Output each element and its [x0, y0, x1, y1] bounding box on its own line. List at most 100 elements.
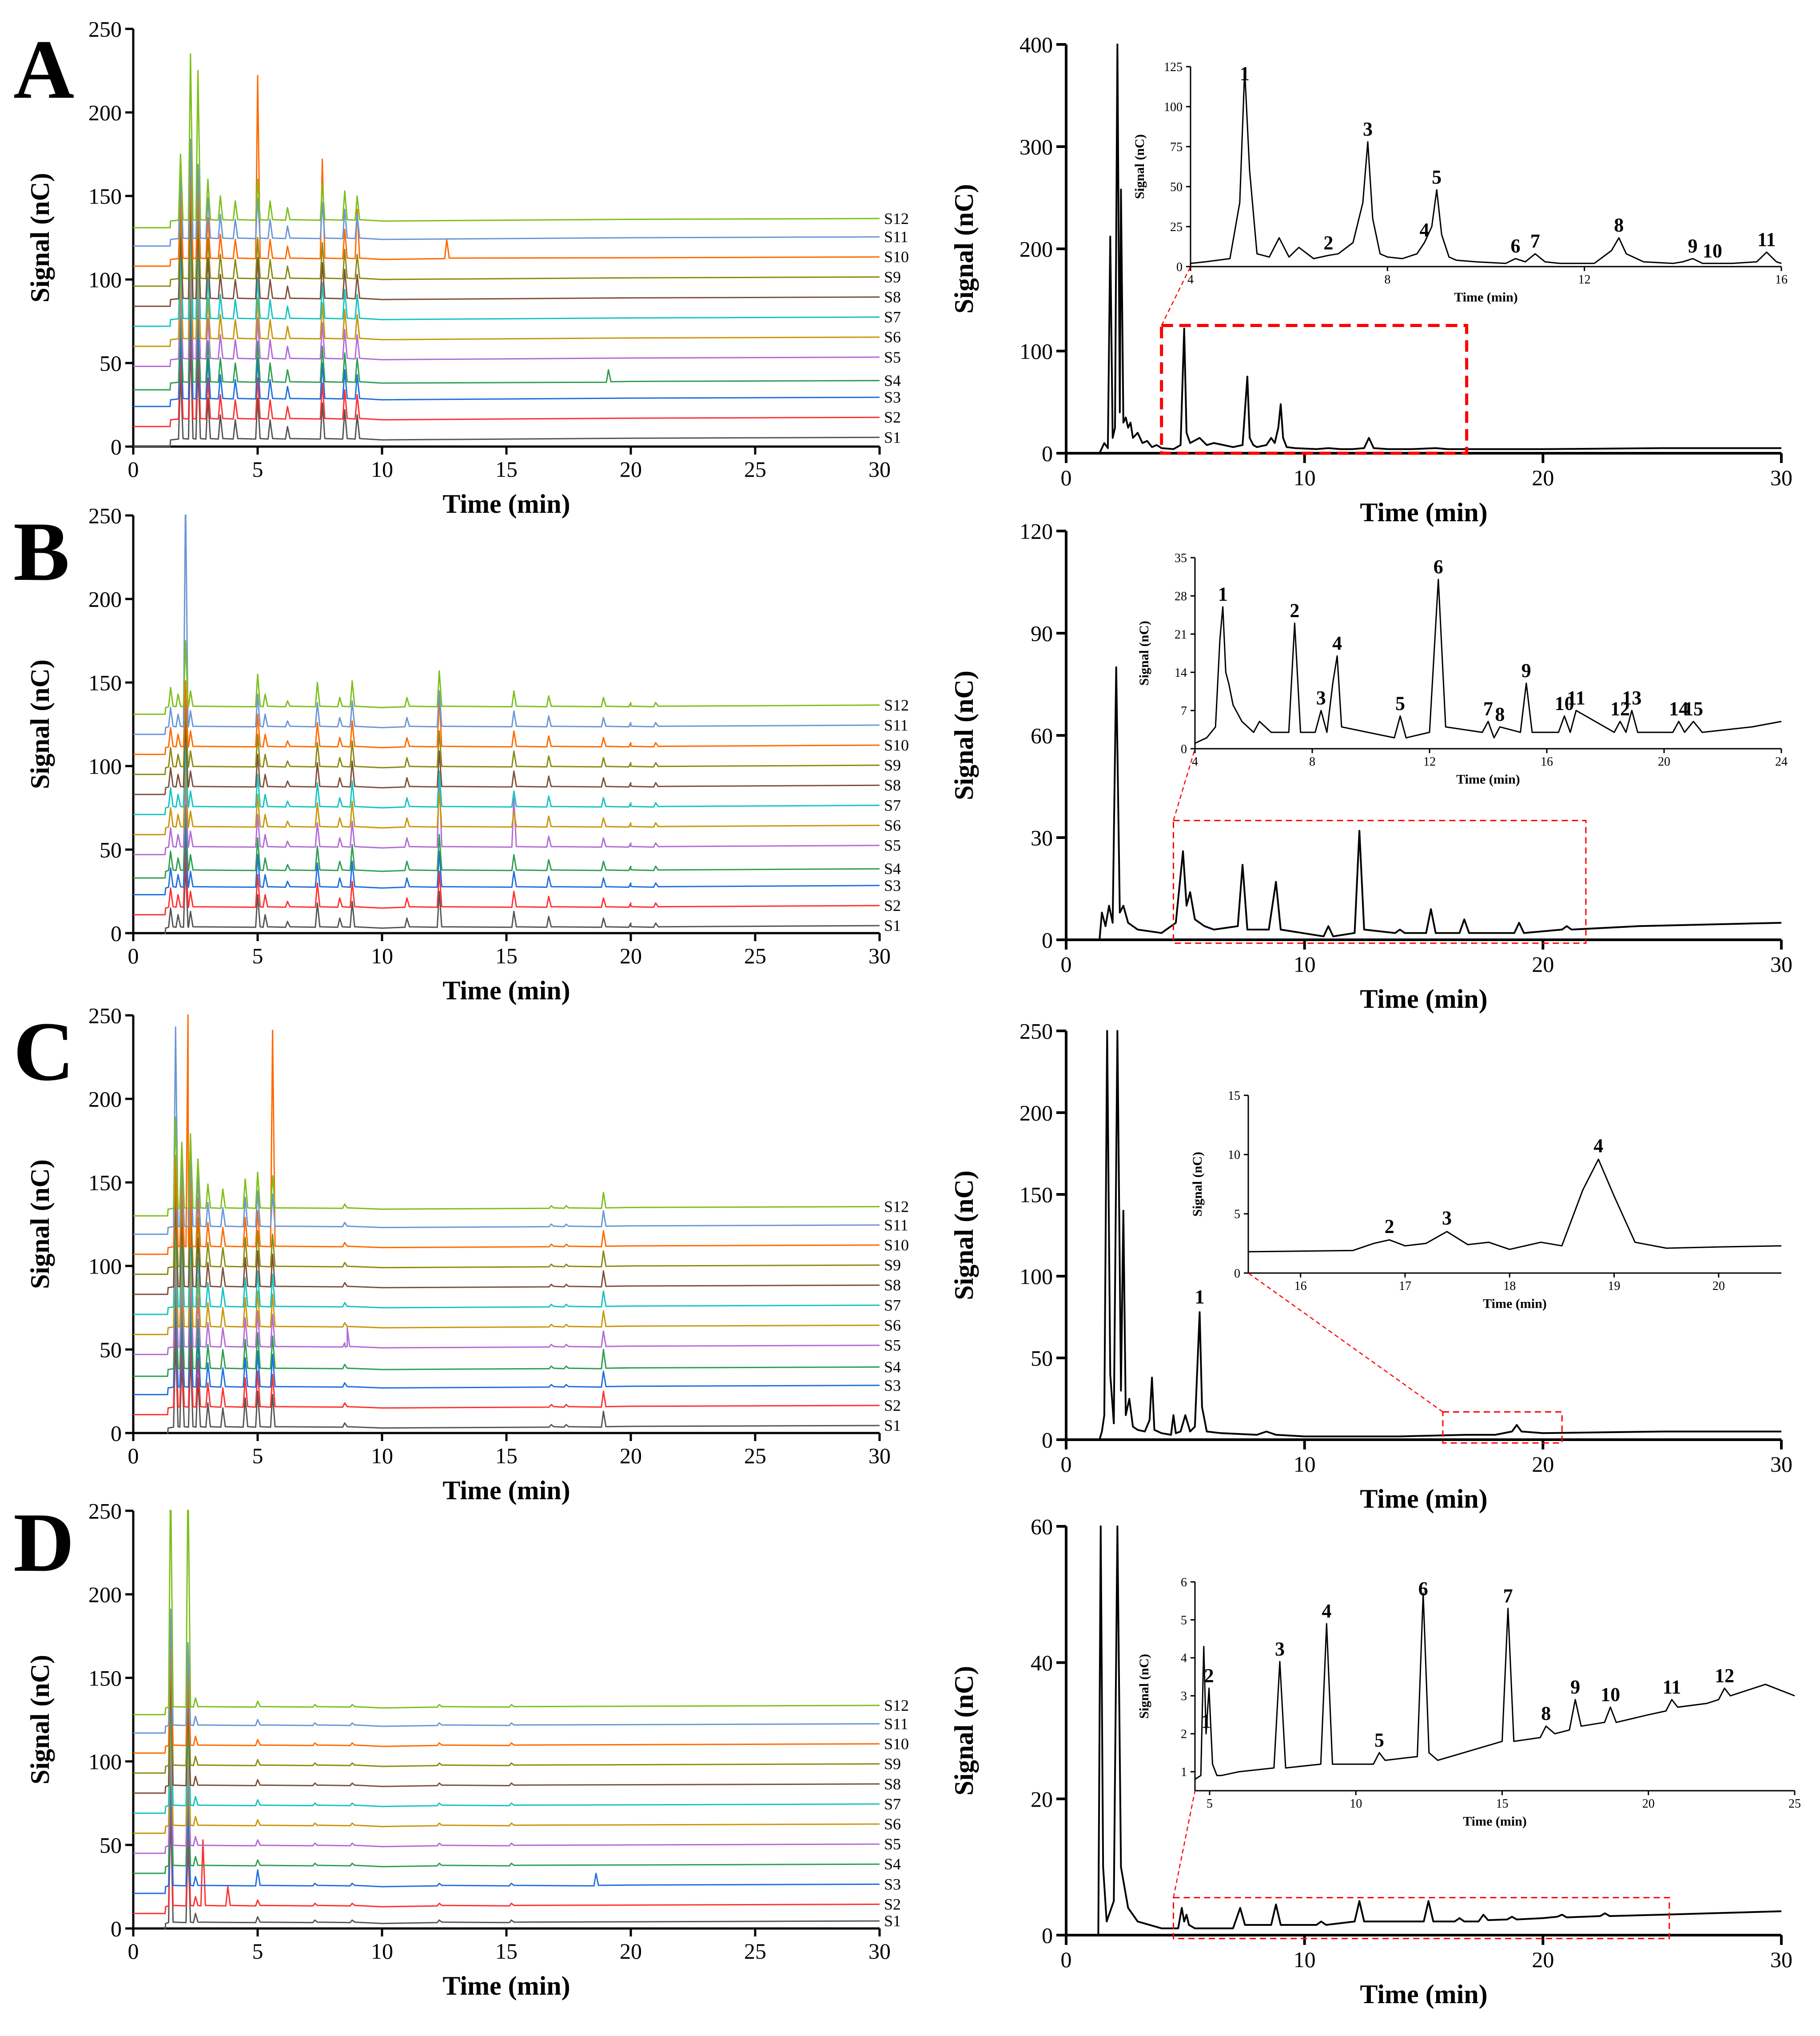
- peak-label-11: 11: [1757, 229, 1776, 251]
- sample-label-s11: S11: [884, 1715, 908, 1733]
- y-axis-title: Signal (nC): [1137, 1654, 1151, 1719]
- peak-label-14: 14: [1669, 698, 1689, 720]
- y-tick-label: 6: [1181, 1576, 1187, 1589]
- x-tick-label: 20: [620, 1443, 642, 1468]
- x-tick-label: 0: [1061, 1947, 1072, 1972]
- sample-label-s6: S6: [884, 816, 901, 834]
- peak-label-10: 10: [1601, 1684, 1620, 1705]
- sample-label-s2: S2: [884, 897, 901, 914]
- y-tick-label: 200: [1020, 237, 1053, 262]
- x-tick-label: 0: [128, 943, 139, 968]
- peak-label-4: 4: [1322, 1600, 1331, 1622]
- x-tick-label: 25: [744, 943, 766, 968]
- sample-label-s11: S11: [884, 716, 908, 734]
- y-tick-label: 5: [1234, 1207, 1240, 1221]
- y-tick-label: 21: [1175, 628, 1187, 642]
- peak-label-3: 3: [1316, 687, 1326, 709]
- x-tick-label: 0: [128, 1939, 139, 1964]
- y-tick-label: 75: [1170, 140, 1183, 154]
- sample-label-s2: S2: [884, 1397, 901, 1414]
- x-tick-label: 4: [1187, 273, 1194, 287]
- y-tick-label: 300: [1020, 135, 1053, 160]
- y-tick-label: 100: [88, 754, 122, 779]
- peak-label-12: 12: [1715, 1665, 1734, 1686]
- x-tick-label: 20: [1658, 755, 1670, 769]
- overlay-line-s9: [133, 1649, 880, 1774]
- peak-label-9: 9: [1570, 1676, 1580, 1698]
- sample-label-s8: S8: [884, 1775, 901, 1793]
- peak-label-7: 7: [1503, 1585, 1513, 1607]
- overlay-line-s4: [133, 804, 880, 879]
- y-tick-label: 200: [88, 100, 122, 125]
- y-tick-label: 20: [1031, 1787, 1053, 1812]
- y-tick-label: 0: [1181, 743, 1187, 756]
- peak-label-6: 6: [1511, 235, 1521, 257]
- overlay-line-s11: [133, 515, 880, 735]
- x-tick-label: 24: [1775, 755, 1788, 769]
- panel-letter-b: B: [13, 505, 70, 599]
- sample-label-s10: S10: [884, 1236, 909, 1254]
- sample-label-s6: S6: [884, 1316, 901, 1334]
- sample-label-s12: S12: [884, 696, 909, 714]
- x-axis-title: Time (min): [442, 1971, 570, 2000]
- x-tick-label: 5: [252, 457, 263, 482]
- x-axis-title: Time (min): [1360, 984, 1487, 1014]
- sample-label-s11: S11: [884, 1216, 908, 1234]
- y-tick-label: 3: [1181, 1689, 1187, 1703]
- peak-label-2: 2: [1204, 1665, 1214, 1686]
- y-tick-label: 100: [1020, 1264, 1053, 1289]
- sample-label-s3: S3: [884, 388, 901, 406]
- peak-label-1: 1: [1201, 1710, 1211, 1732]
- sample-label-s5: S5: [884, 1835, 901, 1853]
- y-tick-label: 5: [1181, 1613, 1187, 1627]
- overlay-line-s2: [133, 1789, 880, 1914]
- zoom-region-box: [1442, 1411, 1563, 1444]
- zoom-region-box: [1173, 1897, 1670, 1940]
- zoom-region-box: [1160, 324, 1469, 455]
- y-axis-title: Signal (nC): [1137, 621, 1151, 686]
- sample-label-s6: S6: [884, 328, 901, 346]
- y-tick-label: 150: [88, 184, 122, 209]
- x-tick-label: 30: [868, 1939, 891, 1964]
- y-tick-label: 200: [1020, 1101, 1053, 1126]
- peak-label-4: 4: [1419, 219, 1429, 241]
- peak-label-9: 9: [1521, 660, 1531, 682]
- sample-label-s7: S7: [884, 1795, 901, 1813]
- x-tick-label: 16: [1541, 755, 1553, 769]
- peak-label-2: 2: [1323, 232, 1333, 254]
- x-tick-label: 5: [252, 1443, 263, 1468]
- inset-trace-line: [1195, 1593, 1795, 1780]
- x-tick-label: 25: [744, 1939, 766, 1964]
- y-tick-label: 150: [88, 1666, 122, 1691]
- overlay-line-s8: [133, 1195, 880, 1295]
- peak-label-10: 10: [1555, 692, 1574, 714]
- main-trace-line: [1066, 1030, 1781, 1441]
- peak-label-3: 3: [1363, 118, 1373, 140]
- y-tick-label: 4: [1181, 1652, 1187, 1665]
- panel-letter-d: D: [13, 1496, 74, 1589]
- sample-label-s5: S5: [884, 837, 901, 854]
- y-tick-label: 200: [88, 1087, 122, 1112]
- y-tick-label: 28: [1175, 590, 1187, 603]
- x-axis-title: Time (min): [442, 1476, 570, 1505]
- sample-label-s7: S7: [884, 308, 901, 326]
- sample-label-s12: S12: [884, 1198, 909, 1216]
- y-tick-label: 2: [1181, 1728, 1187, 1741]
- sample-label-s8: S8: [884, 288, 901, 306]
- x-tick-label: 30: [1770, 1947, 1792, 1972]
- y-tick-label: 0: [111, 1421, 122, 1446]
- x-tick-label: 16: [1775, 273, 1788, 287]
- x-axis-title: Time (min): [1454, 290, 1518, 305]
- overlay-line-s10: [133, 1014, 880, 1255]
- overlay-line-s9: [133, 1175, 880, 1275]
- peak-label-3: 3: [1275, 1638, 1285, 1660]
- x-tick-label: 20: [620, 943, 642, 968]
- x-tick-label: 10: [1294, 465, 1316, 490]
- overlay-line-s7: [133, 1689, 880, 1814]
- sample-label-s3: S3: [884, 877, 901, 894]
- y-tick-label: 150: [1020, 1182, 1053, 1207]
- y-tick-label: 15: [1228, 1089, 1240, 1103]
- sample-label-s1: S1: [884, 1912, 901, 1930]
